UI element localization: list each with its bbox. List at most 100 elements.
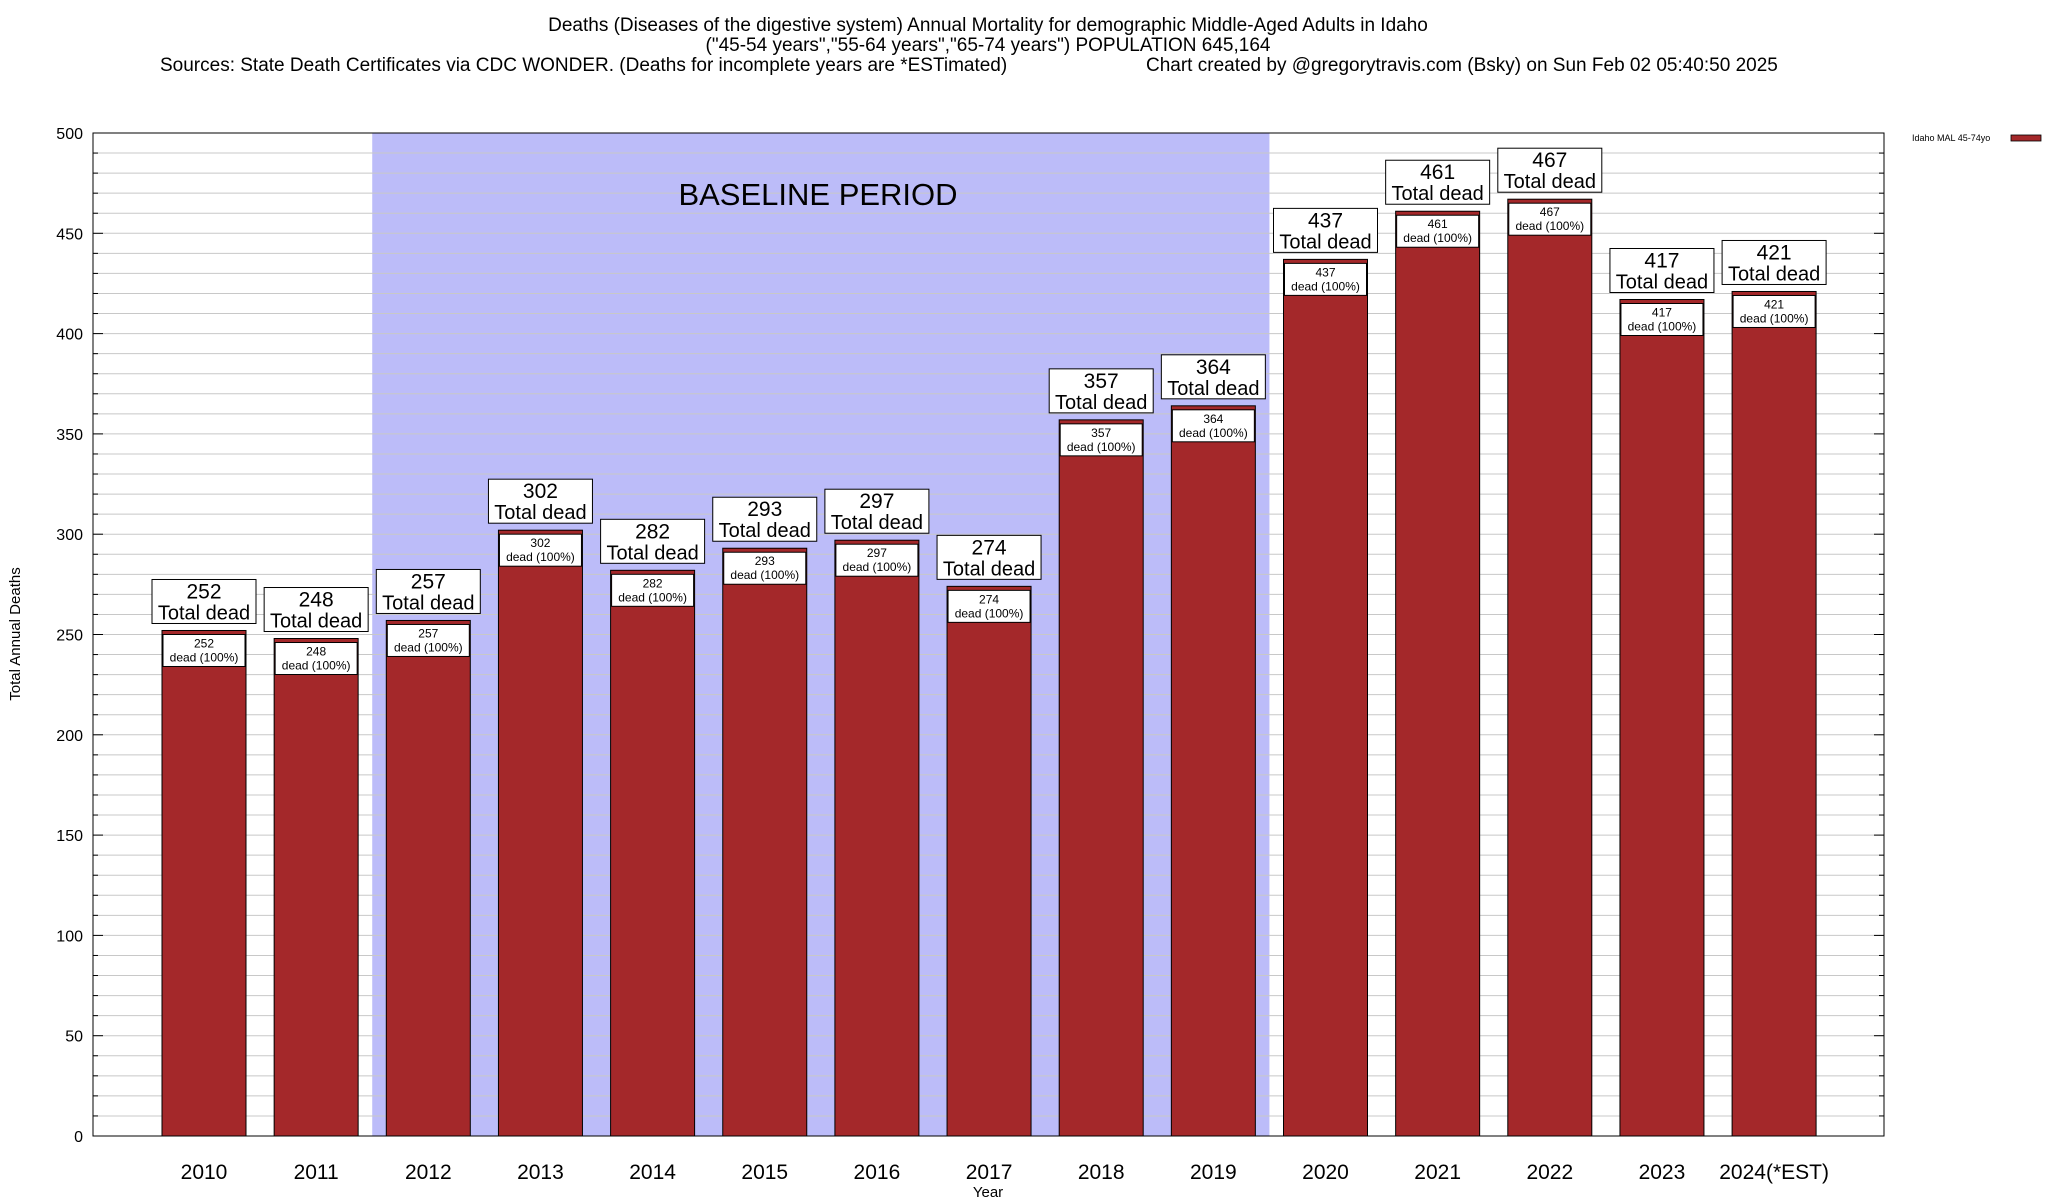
total-value-label: 467 [1532,149,1567,172]
inner-label-box [1171,409,1255,443]
inner-dead-label: dead (100%) [1179,426,1248,440]
x-tick-label: 2022 [1526,1161,1573,1184]
total-label-box [1160,354,1266,400]
total-value-label: 293 [747,498,782,521]
total-label-box [1385,159,1491,205]
total-value-label: 461 [1420,161,1455,184]
y-tick-label: 300 [56,527,83,544]
x-tick-label: 2015 [741,1161,788,1184]
total-label-box [1721,239,1827,285]
x-tick-label: 2010 [181,1161,228,1184]
total-label-box [1609,247,1715,293]
x-tick-label: 2018 [1078,1161,1125,1184]
inner-dead-label: dead (100%) [618,590,687,604]
inner-dead-label: dead (100%) [1515,219,1584,233]
x-axis: 2010 2011 2012 2013 2014 2015 2016 2017 2018 2019… [181,1161,1829,1184]
inner-label-box [835,543,919,577]
inner-dead-label: dead (100%) [955,606,1024,620]
x-tick-label: 2024(*EST) [1719,1161,1829,1184]
total-dead-label: Total dead [494,502,586,524]
inner-dead-label: dead (100%) [394,640,463,654]
total-label-box [263,587,369,633]
bar-2018 [1058,419,1144,1137]
x-axis-title: Year [973,1184,1003,1200]
total-value-label: 248 [299,589,334,612]
bar-2013 [497,529,583,1137]
inner-label-box [1620,302,1704,336]
chart-title: Deaths (Diseases of the digestive system… [548,15,1428,36]
y-tick-label: 200 [56,728,83,745]
total-dead-label: Total dead [270,611,362,633]
inner-value-label: 417 [1652,305,1672,319]
total-label-box [600,518,706,564]
total-dead-label: Total dead [158,602,250,624]
inner-label-box [1059,423,1143,457]
inner-label-box [1284,262,1367,296]
total-dead-label: Total dead [1504,171,1596,193]
x-tick-label: 2014 [629,1161,676,1184]
inner-label-box [274,642,358,676]
bar-2010 [161,629,247,1137]
inner-label-box [386,623,470,657]
inner-value-label: 257 [418,626,438,640]
total-dead-label: Total dead [1279,231,1371,253]
x-tick-label: 2021 [1414,1161,1461,1184]
bar-2014 [610,569,696,1137]
total-dead-label: Total dead [831,512,923,534]
inner-dead-label: dead (100%) [506,550,575,564]
chart-subtitle: ("45-54 years","55-64 years","65-74 year… [706,35,1271,56]
total-dead-label: Total dead [382,592,474,614]
bar-2022 [1507,198,1593,1137]
inner-dead-label: dead (100%) [730,568,799,582]
y-tick-label: 0 [74,1129,83,1146]
inner-label-box [947,589,1031,623]
bar-2016 [834,539,920,1137]
y-tick-label: 350 [56,427,83,444]
y-tick-label: 450 [56,226,83,243]
total-label-box [824,488,930,534]
inner-value-label: 302 [530,536,550,550]
inner-value-label: 421 [1764,297,1784,311]
total-dead-label: Total dead [606,542,698,564]
x-tick-label: 2023 [1639,1161,1686,1184]
total-label-box [1273,207,1378,253]
inner-value-label: 252 [194,636,214,650]
total-value-label: 364 [1196,356,1231,379]
x-tick-label: 2020 [1302,1161,1349,1184]
inner-value-label: 357 [1091,426,1111,440]
total-value-label: 357 [1084,370,1119,393]
inner-label-box [1732,294,1816,328]
inner-label-box [1396,214,1480,248]
inner-label-box [611,573,695,607]
bar-2023 [1619,298,1705,1137]
inner-dead-label: dead (100%) [843,560,912,574]
total-value-label: 282 [635,520,670,543]
y-tick-label: 400 [56,327,83,344]
total-label-box [375,568,481,614]
inner-label-box [162,633,246,667]
total-dead-label: Total dead [943,558,1035,580]
x-tick-label: 2012 [405,1161,452,1184]
y-tick-label: 50 [65,1029,83,1046]
total-dead-label: Total dead [1167,378,1259,400]
total-dead-label: Total dead [1616,271,1708,293]
chart-credit: Chart created by @gregorytravis.com (Bsk… [1146,55,1778,76]
inner-value-label: 282 [643,576,663,590]
bars [161,198,1817,1137]
total-label-box [1048,368,1154,414]
total-dead-label: Total dead [719,520,811,542]
inner-dead-label: dead (100%) [1403,231,1472,245]
legend-label: Idaho MAL 45-74yo [1912,133,1990,143]
inner-dead-label: dead (100%) [1291,279,1360,293]
y-tick-label: 500 [56,126,83,143]
y-axis: 0 50 100 150 200 250 300 350 400 450 500 [56,126,1884,1146]
total-value-label: 421 [1757,241,1792,264]
bar-2024(*EST) [1731,290,1817,1137]
total-label-box [151,578,257,624]
inner-dead-label: dead (100%) [1740,311,1809,325]
x-tick-label: 2019 [1190,1161,1237,1184]
x-tick-label: 2017 [966,1161,1013,1184]
inner-value-label: 467 [1540,205,1560,219]
inner-label-box [1508,202,1592,236]
